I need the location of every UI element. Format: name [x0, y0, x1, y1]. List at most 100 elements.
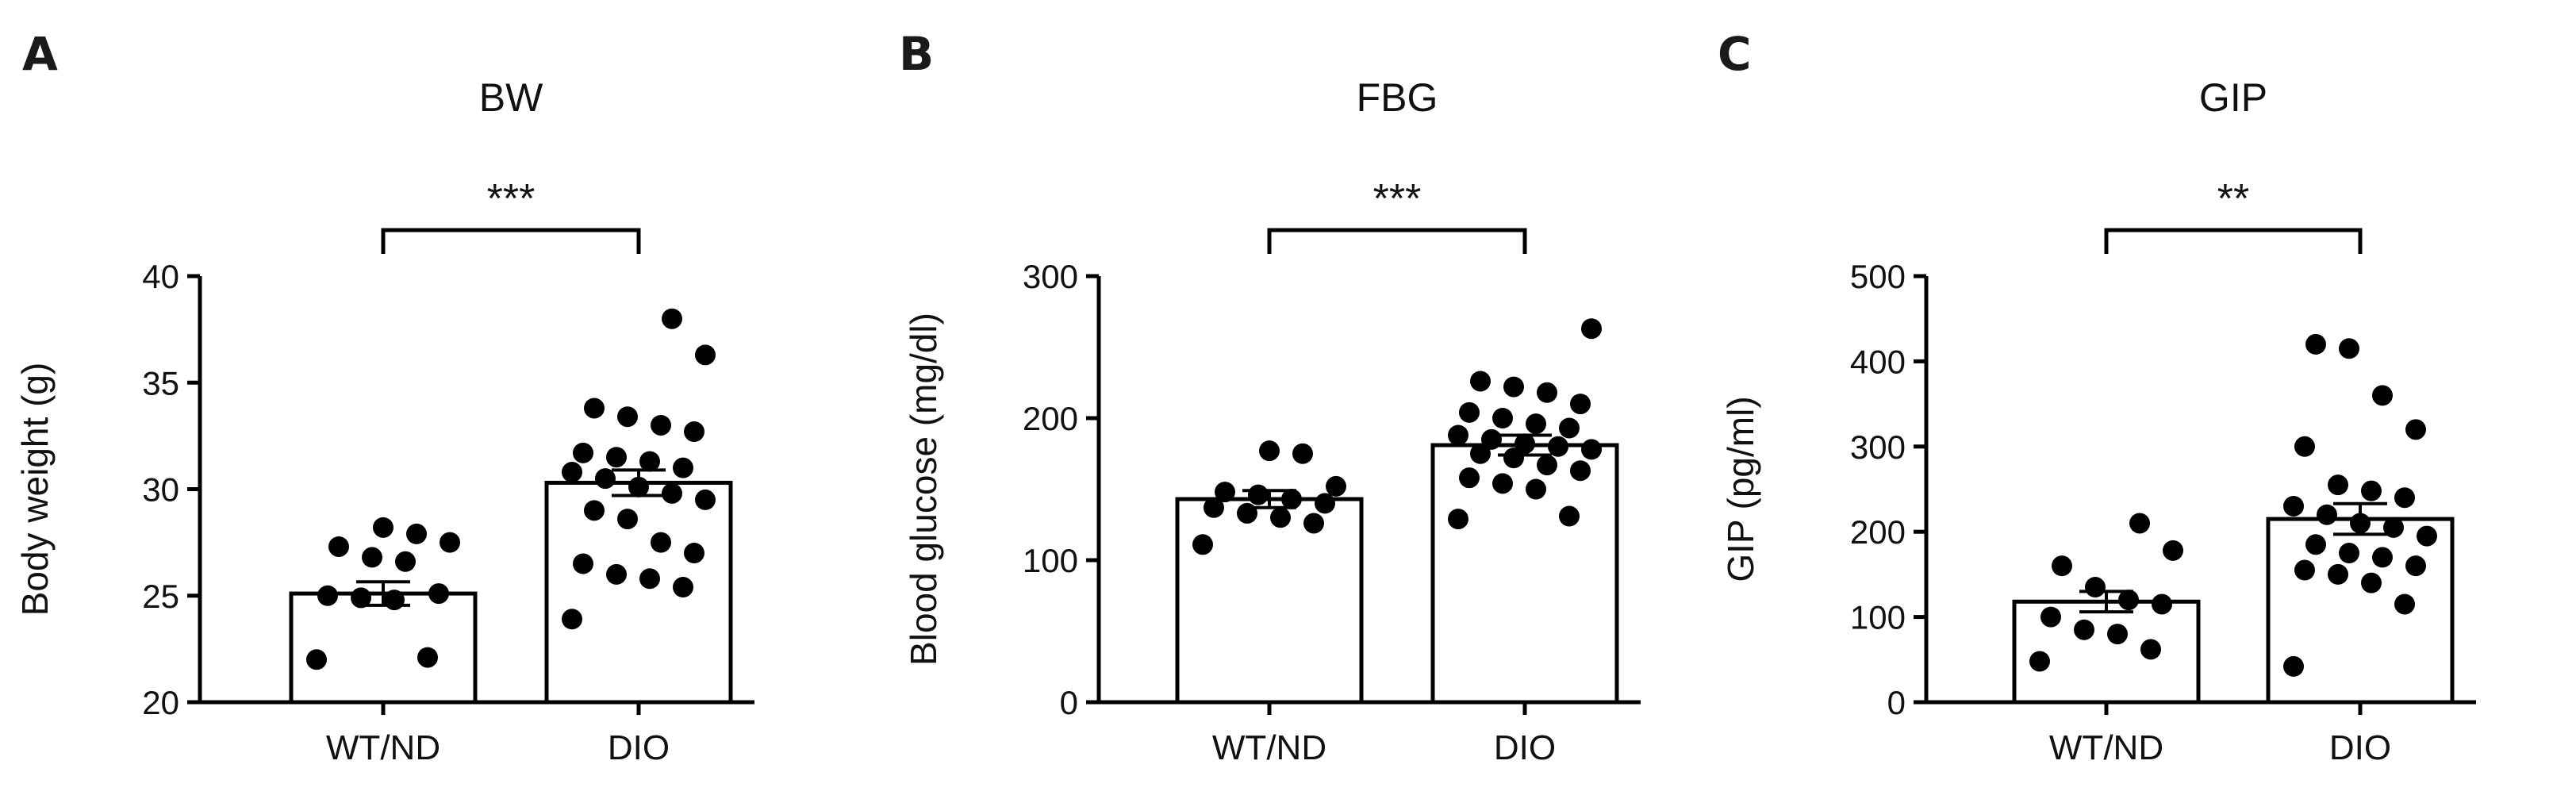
- chart-title: GIP: [2199, 75, 2267, 120]
- data-point: [2405, 419, 2426, 440]
- data-point: [1448, 424, 1468, 446]
- data-point: [562, 462, 582, 483]
- data-point: [1248, 484, 1269, 505]
- data-point: [1448, 509, 1468, 530]
- significance-bracket: [2104, 228, 2363, 254]
- data-point: [1270, 507, 1291, 528]
- data-point: [651, 414, 671, 436]
- data-point: [2305, 534, 2326, 555]
- data-point: [2074, 619, 2094, 640]
- data-point: [328, 536, 349, 557]
- data-point: [584, 398, 605, 419]
- data-point: [2339, 543, 2359, 564]
- data-point: [673, 457, 693, 478]
- data-point: [2040, 606, 2061, 628]
- data-point: [395, 551, 416, 572]
- data-point: [2372, 385, 2393, 406]
- data-point: [428, 583, 449, 605]
- data-point: [684, 421, 704, 443]
- panel-letter: A: [22, 27, 58, 81]
- data-point: [2372, 547, 2393, 568]
- data-point: [384, 590, 405, 611]
- data-point: [2317, 504, 2337, 525]
- data-point: [2305, 333, 2326, 355]
- data-point: [1215, 482, 1235, 503]
- data-point: [2152, 593, 2172, 615]
- data-point: [2163, 540, 2183, 561]
- y-tick-label: 0: [1887, 684, 1906, 721]
- data-point: [317, 585, 338, 606]
- y-tick-label: 300: [1023, 258, 1078, 295]
- data-point: [617, 509, 638, 530]
- data-point: [1470, 443, 1491, 464]
- data-point: [2361, 480, 2382, 501]
- data-point: [2417, 525, 2437, 547]
- data-point: [1303, 513, 1324, 534]
- data-point: [1503, 376, 1524, 398]
- data-point: [673, 577, 693, 598]
- y-tick-label: 25: [142, 578, 179, 615]
- panel-c: C GIP GIP (pg/ml) 0 100 200 300 400 500 WT/ND DIO *…: [1718, 27, 2476, 767]
- y-tick-label: 30: [142, 471, 179, 509]
- data-point: [1481, 428, 1502, 450]
- data-point: [1204, 497, 1224, 518]
- data-point: [1459, 401, 1480, 423]
- significance-label: ***: [487, 176, 536, 222]
- y-tick-label: 0: [1060, 684, 1078, 721]
- data-point: [1326, 475, 1346, 497]
- panel-a: A BW Body weight (g) 20 25 30 35 40 WT/ND DIO ***: [14, 27, 754, 767]
- y-tick-label: 100: [1850, 599, 1906, 636]
- data-point: [2029, 651, 2050, 672]
- panel-letter: C: [1718, 27, 1752, 81]
- data-point: [1559, 417, 1580, 439]
- data-point: [351, 587, 371, 609]
- data-point: [2294, 559, 2315, 581]
- y-tick-label: 200: [1023, 400, 1078, 437]
- data-point: [1548, 436, 1568, 457]
- y-tick-label: 35: [142, 364, 179, 401]
- data-point: [2394, 593, 2415, 615]
- data-point: [1537, 455, 1557, 476]
- x-category-label: DIO: [2329, 728, 2391, 767]
- data-point: [1559, 505, 1580, 527]
- data-point: [584, 500, 605, 521]
- data-point: [1492, 408, 1513, 428]
- y-tick-label: 500: [1850, 258, 1906, 295]
- data-point: [562, 609, 582, 630]
- data-point: [595, 468, 616, 490]
- data-point: [1537, 382, 1557, 403]
- x-category-label: WT/ND: [2049, 728, 2163, 767]
- data-point: [2394, 487, 2415, 509]
- data-point: [2283, 655, 2304, 677]
- bar-dio: [1430, 443, 1619, 705]
- data-point: [1581, 318, 1602, 340]
- data-point: [695, 489, 716, 510]
- data-point: [573, 442, 593, 463]
- data-point: [1526, 478, 1546, 500]
- x-category-label: WT/ND: [1212, 728, 1326, 767]
- data-point: [639, 451, 660, 472]
- data-point: [2339, 338, 2359, 359]
- data-point: [2405, 555, 2426, 577]
- x-category-label: WT/ND: [326, 728, 440, 767]
- data-point: [2118, 590, 2139, 611]
- y-tick-label: 40: [142, 258, 179, 295]
- x-category-label: DIO: [1494, 728, 1556, 767]
- panel-b: B FBG Blood glucose (mg/dl) 0 100 200 300 WT/ND…: [899, 27, 1641, 767]
- data-point: [306, 649, 327, 670]
- y-tick-label: 20: [142, 684, 179, 721]
- data-point: [1459, 467, 1480, 489]
- y-tick-label: 300: [1850, 428, 1906, 466]
- y-tick-label: 100: [1023, 542, 1078, 579]
- significance-bracket: [381, 228, 641, 254]
- data-point: [639, 568, 660, 590]
- data-point: [606, 563, 627, 585]
- y-axis-label: Blood glucose (mg/dl): [903, 313, 944, 666]
- data-point: [2085, 577, 2106, 598]
- data-point: [373, 517, 394, 538]
- data-point: [2107, 624, 2128, 645]
- chart-title: BW: [479, 75, 543, 120]
- data-point: [440, 532, 460, 553]
- y-tick-label: 400: [1850, 343, 1906, 380]
